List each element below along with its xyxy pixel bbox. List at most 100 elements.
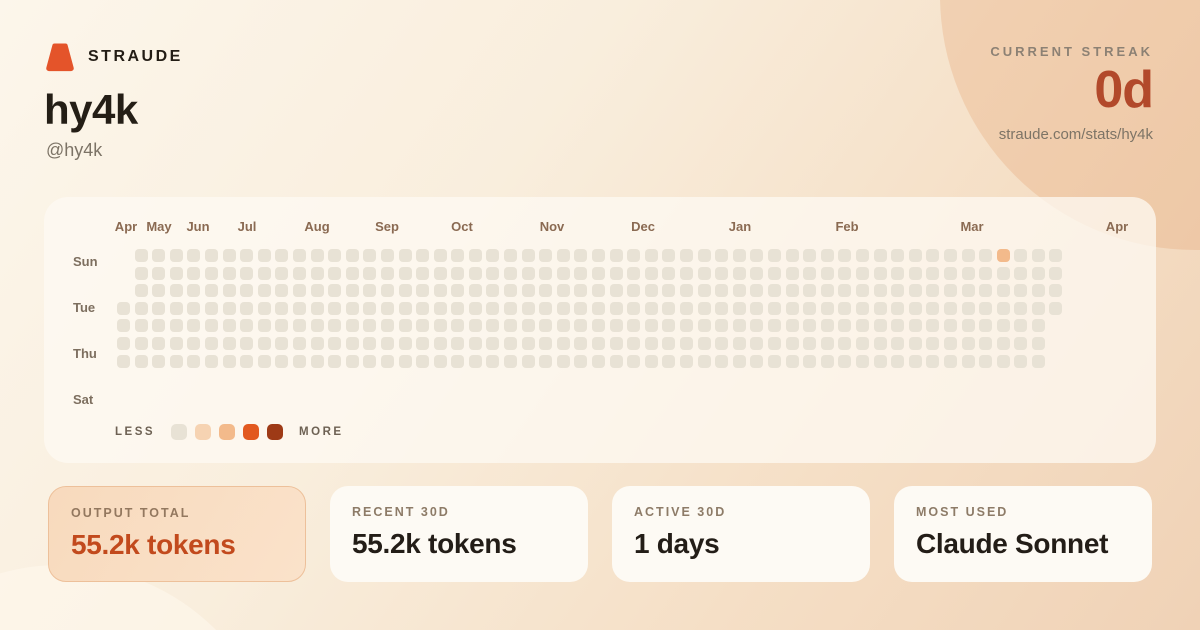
heatmap-cell[interactable] — [961, 336, 975, 350]
heatmap-cell[interactable] — [803, 249, 817, 262]
heatmap-cell[interactable] — [838, 249, 852, 262]
heatmap-cell[interactable] — [662, 336, 676, 350]
heatmap-cell[interactable] — [803, 301, 817, 315]
heatmap-cell[interactable] — [204, 301, 218, 315]
heatmap-cell[interactable] — [556, 336, 570, 350]
heatmap-cell[interactable] — [592, 336, 606, 350]
heatmap-cell[interactable] — [943, 354, 957, 368]
heatmap-cell[interactable] — [750, 249, 764, 262]
heatmap-cell[interactable] — [609, 284, 623, 298]
heatmap-cell[interactable] — [979, 284, 993, 298]
heatmap-cell[interactable] — [855, 319, 869, 333]
heatmap-cell[interactable] — [169, 266, 183, 280]
heatmap-cell[interactable] — [204, 266, 218, 280]
heatmap-cell[interactable] — [891, 266, 905, 280]
heatmap-cell[interactable] — [855, 301, 869, 315]
heatmap-cell[interactable] — [996, 336, 1010, 350]
heatmap-cell[interactable] — [662, 319, 676, 333]
heatmap-cell[interactable] — [204, 284, 218, 298]
heatmap-cell[interactable] — [627, 319, 641, 333]
heatmap-cell[interactable] — [416, 249, 430, 262]
heatmap-cell[interactable] — [363, 249, 377, 262]
heatmap-cell[interactable] — [328, 249, 342, 262]
heatmap-cell[interactable] — [222, 284, 236, 298]
heatmap-cell[interactable] — [292, 336, 306, 350]
heatmap-cell[interactable] — [521, 284, 535, 298]
heatmap-cell[interactable] — [979, 319, 993, 333]
heatmap-cell[interactable] — [785, 249, 799, 262]
heatmap-cell[interactable] — [539, 301, 553, 315]
heatmap-cell[interactable] — [732, 266, 746, 280]
heatmap-cell[interactable] — [644, 319, 658, 333]
heatmap-cell[interactable] — [363, 266, 377, 280]
heatmap-cell[interactable] — [697, 249, 711, 262]
heatmap-cell[interactable] — [627, 284, 641, 298]
heatmap-cell[interactable] — [152, 284, 166, 298]
heatmap-cell[interactable] — [187, 319, 201, 333]
heatmap-cell[interactable] — [152, 354, 166, 368]
heatmap-cell[interactable] — [292, 284, 306, 298]
heatmap-cell[interactable] — [644, 336, 658, 350]
heatmap-cell[interactable] — [908, 301, 922, 315]
heatmap-cell[interactable] — [926, 301, 940, 315]
heatmap-cell[interactable] — [1031, 284, 1045, 298]
heatmap-cell[interactable] — [979, 301, 993, 315]
heatmap-cell[interactable] — [662, 249, 676, 262]
heatmap-cell[interactable] — [556, 319, 570, 333]
heatmap-cell[interactable] — [820, 354, 834, 368]
heatmap-cell[interactable] — [380, 354, 394, 368]
heatmap-cell[interactable] — [644, 354, 658, 368]
heatmap-cell[interactable] — [398, 336, 412, 350]
heatmap-cell[interactable] — [891, 319, 905, 333]
heatmap-cell[interactable] — [697, 336, 711, 350]
heatmap-cell[interactable] — [662, 266, 676, 280]
heatmap-cell[interactable] — [222, 266, 236, 280]
heatmap-cell[interactable] — [292, 354, 306, 368]
heatmap-cell[interactable] — [873, 336, 887, 350]
heatmap-cell[interactable] — [1014, 354, 1028, 368]
heatmap-cell[interactable] — [521, 266, 535, 280]
heatmap-cell[interactable] — [257, 284, 271, 298]
heatmap-cell[interactable] — [504, 301, 518, 315]
heatmap-cell[interactable] — [627, 301, 641, 315]
heatmap-cell[interactable] — [715, 301, 729, 315]
heatmap-cell[interactable] — [1014, 301, 1028, 315]
heatmap-cell[interactable] — [486, 249, 500, 262]
heatmap-cell[interactable] — [363, 354, 377, 368]
heatmap-cell[interactable] — [504, 284, 518, 298]
heatmap-cell[interactable] — [767, 354, 781, 368]
heatmap-cell[interactable] — [820, 336, 834, 350]
heatmap-cell[interactable] — [416, 319, 430, 333]
heatmap-cell[interactable] — [838, 319, 852, 333]
heatmap-cell[interactable] — [873, 249, 887, 262]
heatmap-cell[interactable] — [873, 354, 887, 368]
heatmap-cell[interactable] — [468, 301, 482, 315]
heatmap-cell[interactable] — [715, 249, 729, 262]
heatmap-cell[interactable] — [398, 284, 412, 298]
heatmap-cell[interactable] — [873, 319, 887, 333]
heatmap-cell[interactable] — [838, 284, 852, 298]
heatmap-cell[interactable] — [574, 266, 588, 280]
heatmap-cell[interactable] — [609, 354, 623, 368]
heatmap-cell[interactable] — [310, 319, 324, 333]
heatmap-cell[interactable] — [134, 284, 148, 298]
heatmap-cell[interactable] — [433, 336, 447, 350]
heatmap-cell[interactable] — [715, 354, 729, 368]
heatmap-cell[interactable] — [398, 266, 412, 280]
heatmap-cell[interactable] — [504, 336, 518, 350]
heatmap-cell[interactable] — [820, 301, 834, 315]
heatmap-cell[interactable] — [1014, 319, 1028, 333]
heatmap-cell[interactable] — [204, 319, 218, 333]
heatmap-cell[interactable] — [609, 336, 623, 350]
heatmap-cell[interactable] — [204, 249, 218, 262]
heatmap-cell[interactable] — [732, 249, 746, 262]
heatmap-cell[interactable] — [873, 301, 887, 315]
heatmap-cell[interactable] — [838, 354, 852, 368]
heatmap-cell[interactable] — [292, 249, 306, 262]
heatmap-cell[interactable] — [609, 301, 623, 315]
heatmap-cell[interactable] — [310, 301, 324, 315]
heatmap-cell[interactable] — [574, 354, 588, 368]
heatmap-cell[interactable] — [855, 249, 869, 262]
heatmap-cell[interactable] — [345, 354, 359, 368]
heatmap-cell[interactable] — [926, 354, 940, 368]
